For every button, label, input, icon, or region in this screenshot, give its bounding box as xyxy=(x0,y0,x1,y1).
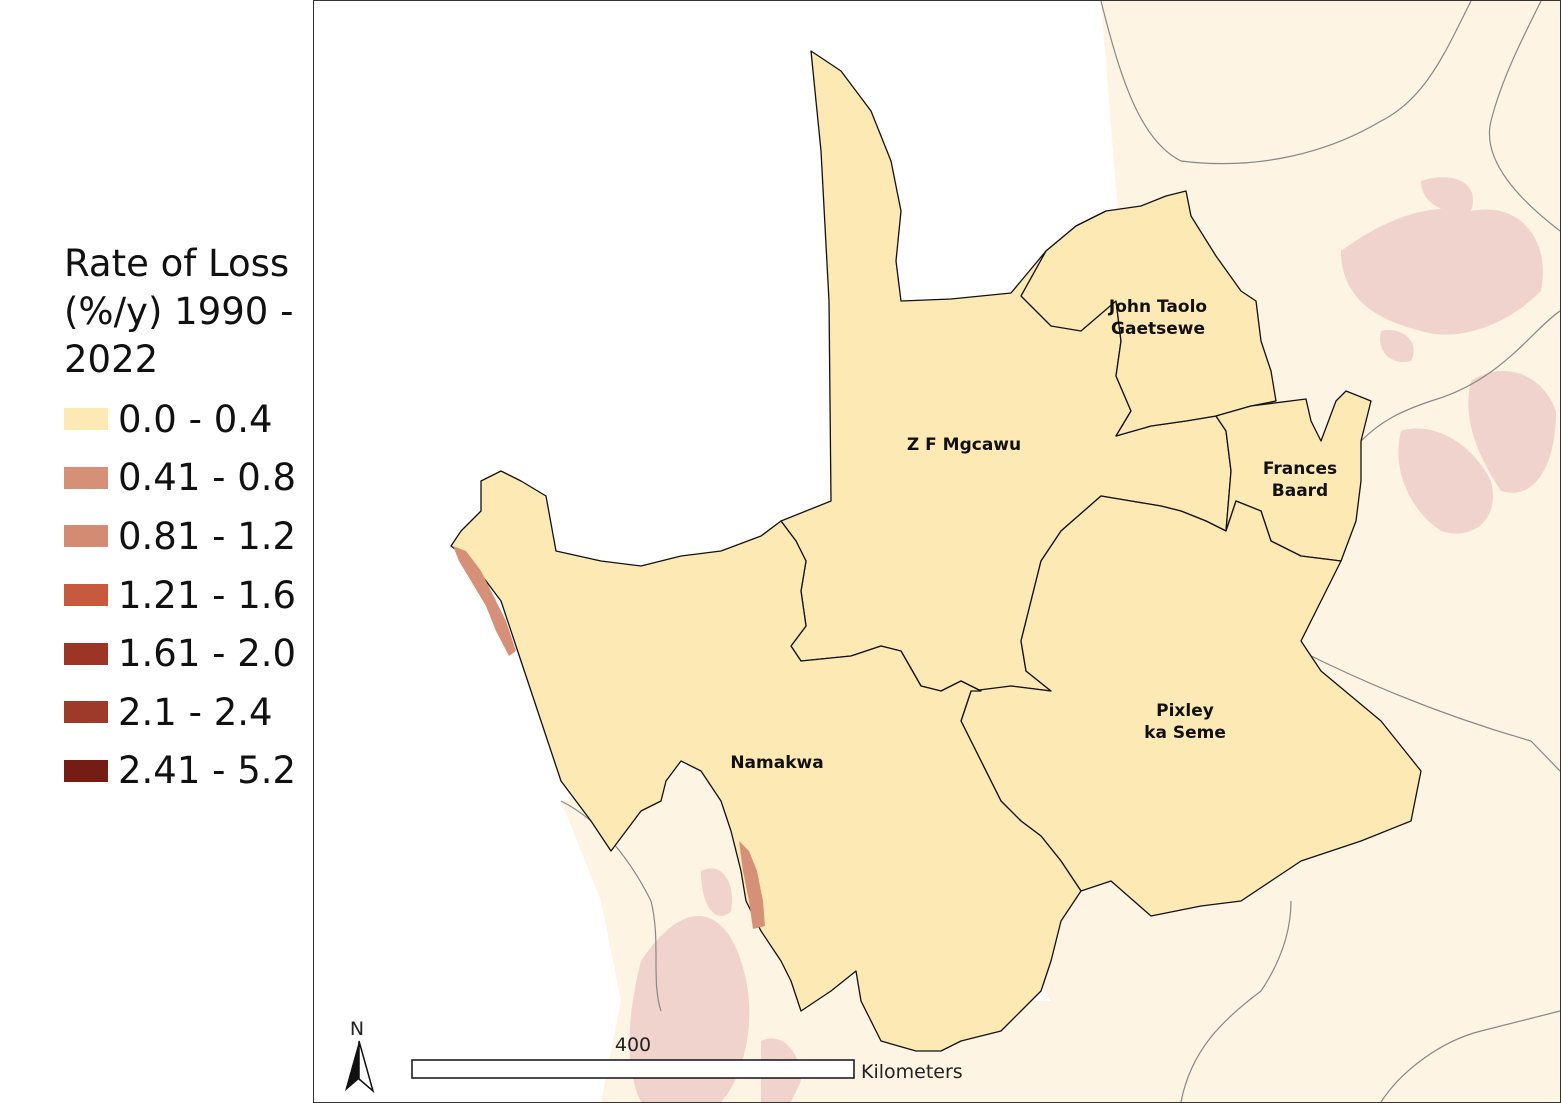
region-label-frances: Frances xyxy=(1263,459,1337,479)
legend-label: 2.1 - 2.4 xyxy=(118,690,273,734)
legend-item: 2.1 - 2.4 xyxy=(64,683,314,742)
legend-label: 1.61 - 2.0 xyxy=(118,632,297,676)
legend-swatch xyxy=(64,466,108,489)
legend-swatch xyxy=(64,759,108,782)
legend-item: 2.41 - 5.2 xyxy=(64,742,314,801)
district-pixley-ka-seme xyxy=(960,495,1422,917)
legend-swatch xyxy=(64,408,108,431)
legend-items: 0.0 - 0.4 0.41 - 0.8 0.81 - 1.2 1.21 - 1.6 1… xyxy=(64,390,314,800)
outside-loss-patches xyxy=(629,177,1556,1102)
scale-unit-label: Kilometers xyxy=(861,1061,963,1083)
legend-item: 1.21 - 1.6 xyxy=(64,566,314,625)
map-frame: Z F Mgcawu John Taolo Gaetsewe Frances Baard… xyxy=(313,0,1561,1103)
region-label-zf-mgcawu: Z F Mgcawu xyxy=(907,435,1021,455)
legend-swatch xyxy=(64,584,108,607)
district-john-taolo xyxy=(1020,190,1277,437)
legend-item: 1.61 - 2.0 xyxy=(64,624,314,683)
legend-swatch xyxy=(64,701,108,724)
legend-item: 0.41 - 0.8 xyxy=(64,449,314,508)
legend-item: 0.0 - 0.4 xyxy=(64,390,314,449)
legend-swatch xyxy=(64,525,108,548)
region-label-pixley: ka Seme xyxy=(1144,723,1226,743)
legend-title-line: (%/y) 1990 - xyxy=(64,290,294,333)
legend-label: 1.21 - 1.6 xyxy=(118,573,297,617)
legend-title-line: 2022 xyxy=(64,338,159,381)
legend-item: 0.81 - 1.2 xyxy=(64,507,314,566)
north-label: N xyxy=(350,1018,364,1040)
scale-tick-label: 400 xyxy=(615,1034,651,1056)
legend: Rate of Loss (%/y) 1990 - 2022 0.0 - 0.4… xyxy=(64,240,314,800)
legend-title: Rate of Loss (%/y) 1990 - 2022 xyxy=(64,240,314,384)
north-arrow-icon: N xyxy=(345,1018,375,1094)
scale-bar: 400 Kilometers xyxy=(411,1034,963,1083)
legend-label: 0.81 - 1.2 xyxy=(118,514,297,558)
inside-loss-patches xyxy=(453,546,765,929)
legend-label: 0.0 - 0.4 xyxy=(118,397,273,441)
legend-title-line: Rate of Loss xyxy=(64,242,290,285)
region-label-frances: Baard xyxy=(1272,481,1328,501)
legend-label: 0.41 - 0.8 xyxy=(118,456,297,500)
region-label-john-taolo: Gaetsewe xyxy=(1111,319,1205,339)
region-label-pixley: Pixley xyxy=(1156,701,1214,721)
region-label-john-taolo: John Taolo xyxy=(1108,297,1207,317)
region-label-namakwa: Namakwa xyxy=(730,753,823,773)
legend-swatch xyxy=(64,642,108,665)
district-polygons xyxy=(450,50,1422,1052)
district-namakwa xyxy=(450,470,1082,1052)
legend-label: 2.41 - 5.2 xyxy=(118,749,297,793)
